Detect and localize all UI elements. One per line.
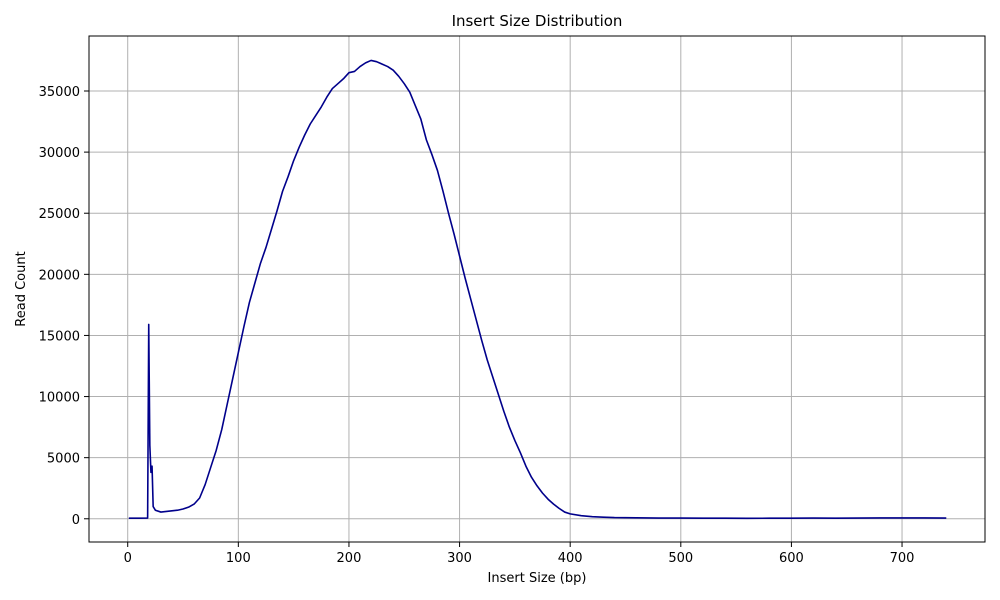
plot-frame — [88, 35, 986, 543]
y-tick-label: 20000 — [39, 268, 80, 283]
y-tick-label: 25000 — [39, 207, 80, 222]
x-tick-label: 600 — [779, 551, 804, 566]
y-tick-label: 10000 — [39, 391, 80, 406]
series-layer — [128, 59, 947, 520]
y-axis-label: Read Count — [14, 251, 29, 326]
x-tick-label: 500 — [668, 551, 693, 566]
x-axis-label: Insert Size (bp) — [488, 571, 587, 586]
y-tick-label: 30000 — [39, 146, 80, 161]
series-line — [128, 59, 947, 520]
x-tick-label: 700 — [890, 551, 915, 566]
x-tick-label: 400 — [558, 551, 583, 566]
y-tick-label: 5000 — [47, 452, 80, 467]
axis-ticks: 0 100 200 300 400 500 600 700 0 5000 10000 15000 200… — [39, 85, 915, 566]
x-tick-label: 100 — [226, 551, 251, 566]
chart-title: Insert Size Distribution — [452, 12, 623, 30]
x-tick-label: 200 — [337, 551, 362, 566]
y-tick-label: 15000 — [39, 329, 80, 344]
grid-lines — [89, 36, 985, 542]
y-tick-label: 35000 — [39, 85, 80, 100]
x-tick-label: 0 — [124, 551, 132, 566]
x-tick-label: 300 — [447, 551, 472, 566]
y-tick-label: 0 — [72, 513, 80, 528]
